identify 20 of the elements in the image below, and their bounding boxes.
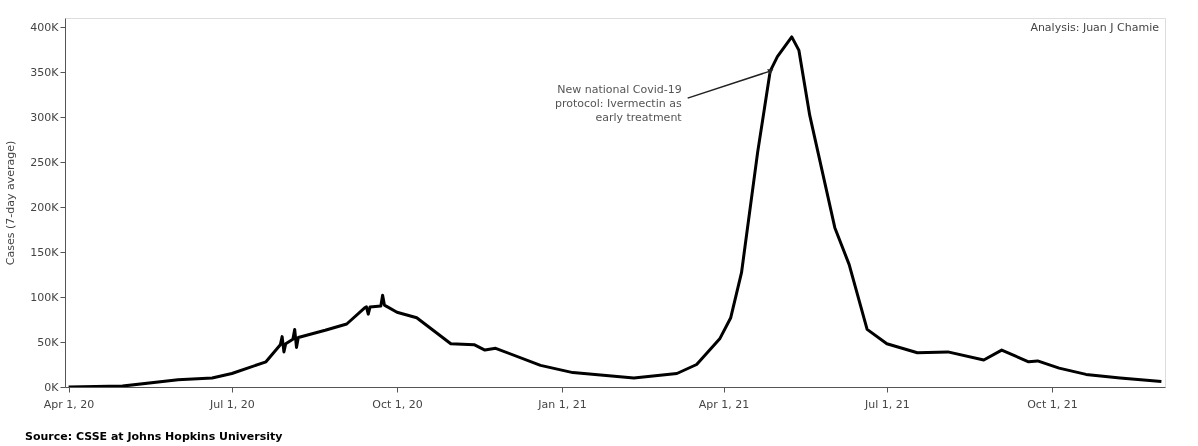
y-tick-label: 400K	[30, 20, 60, 34]
y-tick-label: 100K	[30, 290, 60, 304]
y-tick-label: 250K	[30, 155, 60, 169]
source-note: Source: CSSE at Johns Hopkins University	[25, 430, 283, 443]
y-tick-label: 300K	[30, 110, 60, 124]
x-tick-label: Jul 1, 20	[209, 397, 255, 411]
annotation: New national Covid-19 protocol: Ivermectin as early treatment	[554, 83, 683, 125]
y-tick-label: 350K	[30, 65, 60, 79]
x-tick-label: Oct 1, 20	[372, 397, 423, 411]
x-tick-label: Oct 1, 21	[1027, 397, 1078, 411]
y-tick-label: 50K	[37, 335, 60, 349]
x-tick-label: Apr 1, 21	[698, 397, 750, 411]
y-tick-label: 0K	[44, 380, 60, 394]
x-tick-label: Apr 1, 20	[43, 397, 95, 411]
y-tick-label: 200K	[30, 200, 60, 214]
annotation: Analysis: Juan J Chamie	[1030, 21, 1160, 34]
y-tick-label: 150K	[30, 245, 60, 259]
x-tick-label: Jan 1, 21	[537, 397, 587, 411]
x-tick-label: Jul 1, 21	[863, 397, 910, 411]
y-axis-title: Cases (7-day average)	[4, 140, 18, 266]
